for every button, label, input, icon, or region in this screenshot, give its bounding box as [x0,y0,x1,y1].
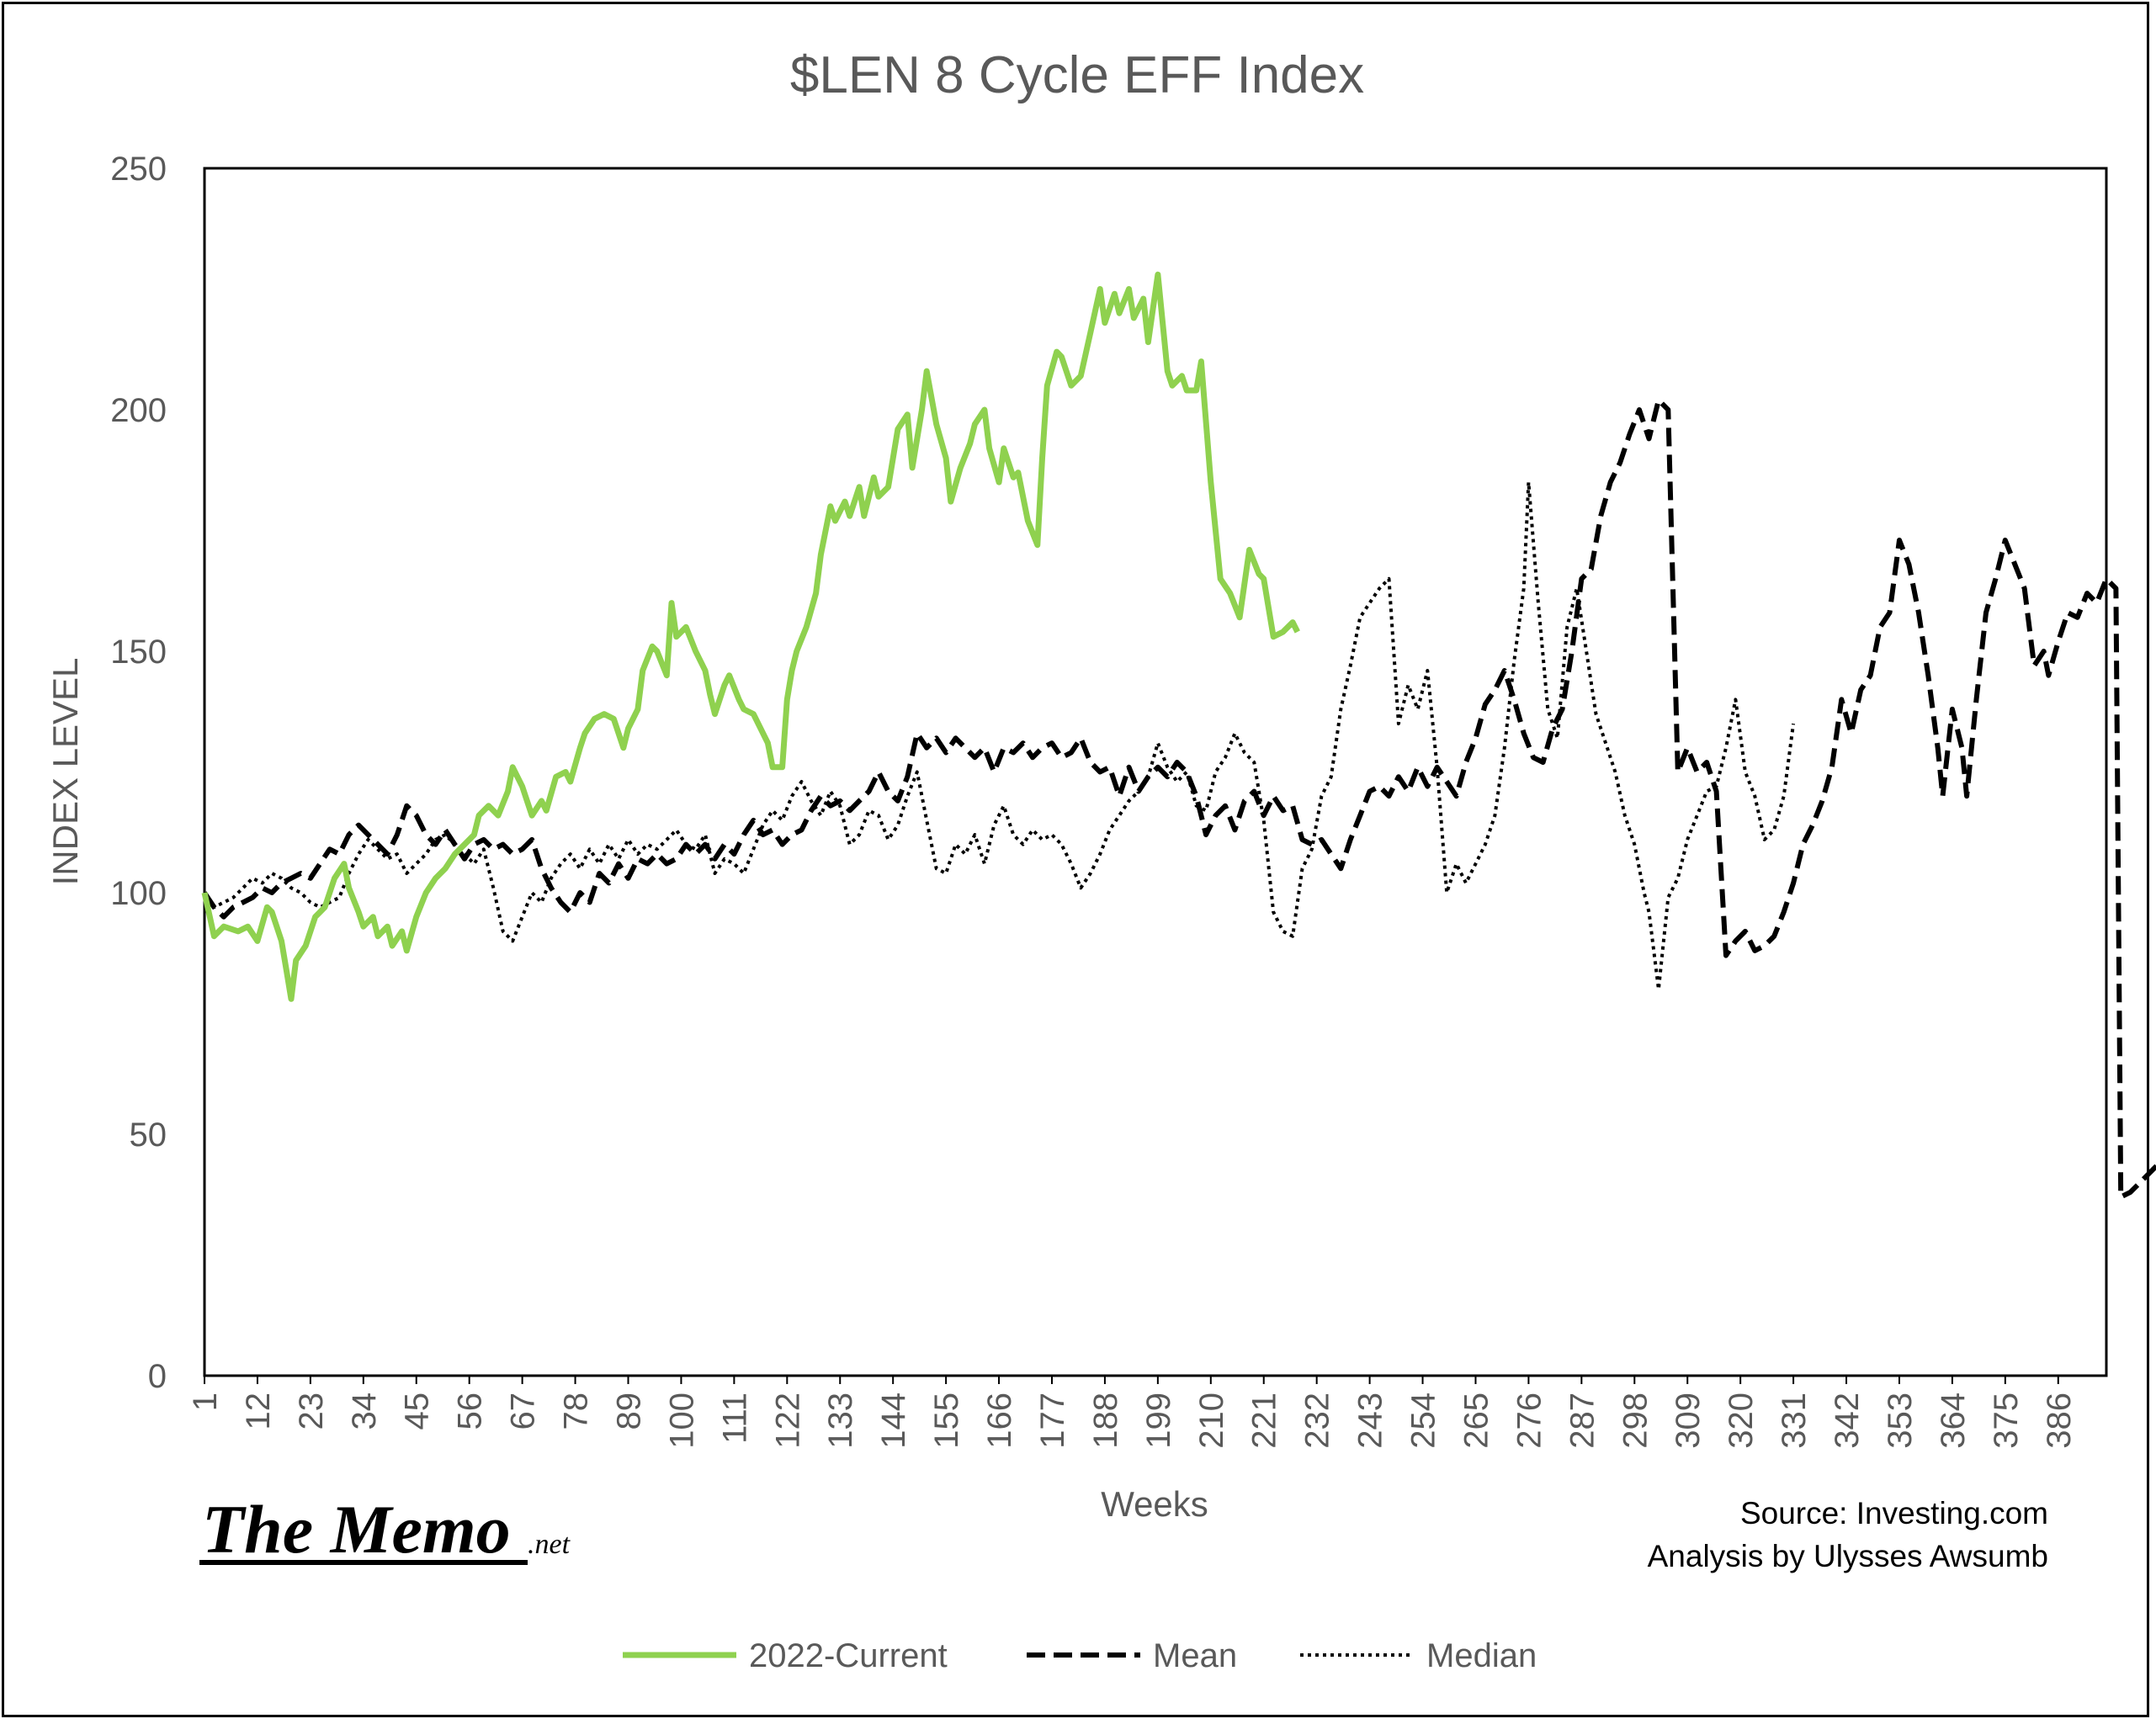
logo: The Memo .net [199,1491,571,1568]
legend-label: Mean [1153,1637,1237,1674]
x-tick-label: 254 [1405,1392,1442,1449]
x-tick-label: 364 [1935,1392,1972,1449]
x-tick-label: 386 [2041,1392,2078,1449]
x-tick-label: 133 [822,1392,859,1449]
x-tick-label: 221 [1246,1392,1283,1449]
y-axis-ticks: 0 50 100 150 200 250 [110,151,167,1395]
x-tick-label: 375 [1988,1392,2025,1449]
legend-label: 2022-Current [749,1637,948,1674]
x-tick-label: 34 [346,1392,383,1430]
source-text: Source: Investing.com [1740,1496,2048,1530]
x-tick-label: 144 [875,1392,912,1449]
x-tick-label: 309 [1670,1392,1707,1449]
x-tick-label: 67 [505,1392,542,1430]
y-tick-label: 0 [148,1358,167,1395]
x-tick-label: 232 [1299,1392,1336,1449]
x-tick-label: 320 [1723,1392,1760,1449]
x-tick-label: 331 [1776,1392,1813,1449]
x-tick-label: 122 [769,1392,806,1449]
chart-title: $LEN 8 Cycle EFF Index [790,46,1364,104]
y-tick-label: 200 [110,392,167,429]
y-tick-label: 250 [110,151,167,188]
x-tick-label: 78 [558,1392,595,1430]
x-tick-label: 166 [981,1392,1018,1449]
x-tick-label: 155 [928,1392,965,1449]
x-axis-title: Weeks [1101,1484,1208,1524]
legend-label: Median [1426,1637,1537,1674]
y-tick-label: 50 [130,1117,167,1154]
x-tick-label: 1 [187,1392,224,1411]
y-tick-label: 150 [110,634,167,671]
logo-suffix: .net [528,1529,571,1560]
legend: 2022-Current Mean Median [623,1637,1537,1674]
x-tick-label: 45 [399,1392,436,1430]
y-axis-title: INDEX LEVEL [45,658,85,886]
x-tick-label: 353 [1882,1392,1919,1449]
logo-text: The Memo [202,1491,511,1568]
series-line-2022-current [201,271,1300,1002]
x-tick-label: 56 [452,1392,489,1430]
x-tick-label: 342 [1829,1392,1866,1449]
x-tick-label: 298 [1617,1392,1654,1449]
x-tick-label: 210 [1193,1392,1230,1449]
series-line-mean [202,397,2156,1200]
x-axis-ticks: 1 12 23 34 45 56 67 78 89 100 111 122 133 144 155 166 17… [187,1376,2078,1449]
x-tick-label: 23 [293,1392,330,1430]
series-lines [201,271,2156,1200]
x-tick-label: 177 [1034,1392,1071,1449]
x-tick-label: 12 [240,1392,277,1430]
x-tick-label: 265 [1458,1392,1495,1449]
plot-area [203,167,2108,1377]
x-tick-label: 89 [610,1392,647,1430]
analysis-credit: Analysis by Ulysses Awsumb [1648,1539,2048,1573]
series-line-median [203,480,1796,991]
x-tick-label: 111 [716,1392,753,1444]
x-tick-label: 243 [1352,1392,1389,1449]
x-tick-label: 199 [1140,1392,1177,1449]
x-tick-label: 287 [1564,1392,1601,1449]
x-tick-label: 188 [1087,1392,1124,1449]
y-tick-label: 100 [110,875,167,912]
x-tick-label: 100 [663,1392,700,1449]
x-tick-label: 276 [1511,1392,1548,1449]
